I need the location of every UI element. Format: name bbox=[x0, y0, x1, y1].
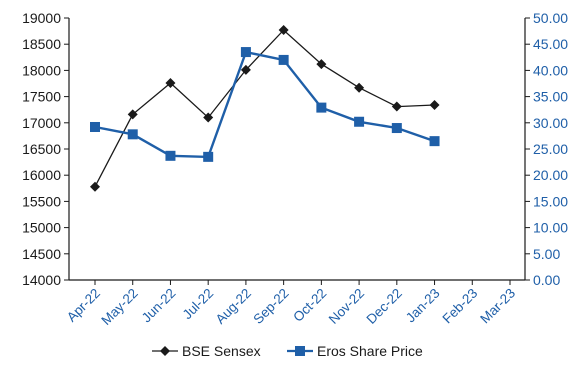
left-tick-label: 17000 bbox=[22, 115, 61, 131]
data-point-square bbox=[278, 54, 289, 65]
legend-label: Eros Share Price bbox=[317, 343, 423, 359]
data-point-square bbox=[165, 150, 176, 161]
x-tick-label: Jul-22 bbox=[180, 286, 217, 323]
data-point-diamond bbox=[354, 82, 365, 93]
legend-marker bbox=[160, 346, 170, 356]
x-tick-label: Apr-22 bbox=[64, 286, 103, 325]
data-point-square bbox=[240, 47, 251, 58]
x-tick-label: Feb-23 bbox=[440, 286, 481, 327]
data-point-diamond bbox=[391, 101, 402, 112]
data-point-diamond bbox=[90, 181, 100, 192]
left-tick-label: 15000 bbox=[22, 220, 61, 236]
right-tick-label: 0.00 bbox=[533, 272, 560, 288]
series-layer bbox=[90, 25, 440, 192]
right-tick-label: 40.00 bbox=[533, 62, 568, 78]
left-tick-label: 15500 bbox=[22, 193, 61, 209]
data-point-square bbox=[354, 116, 365, 127]
right-tick-label: 35.00 bbox=[533, 89, 568, 105]
data-point-square bbox=[429, 136, 440, 147]
data-point-square bbox=[316, 102, 327, 113]
right-tick-label: 50.00 bbox=[533, 10, 568, 26]
data-point-diamond bbox=[429, 99, 440, 110]
right-tick-label: 10.00 bbox=[533, 220, 568, 236]
left-tick-label: 19000 bbox=[22, 10, 61, 26]
right-tick-label: 5.00 bbox=[533, 246, 560, 262]
left-tick-label: 18000 bbox=[22, 62, 61, 78]
data-point-diamond bbox=[127, 109, 138, 120]
left-tick-label: 14500 bbox=[22, 246, 61, 262]
left-tick-label: 17500 bbox=[22, 89, 61, 105]
series-line bbox=[94, 29, 435, 188]
data-point-diamond bbox=[316, 59, 327, 70]
right-axis-ticks: 0.00 5.00 10.00 15.00 20.00 25.00 30.00 35.00 40… bbox=[525, 10, 568, 288]
right-tick-label: 30.00 bbox=[533, 115, 568, 131]
chart-legend: BSE Sensex Eros Share Price bbox=[152, 343, 423, 359]
x-tick-label: Nov-22 bbox=[326, 286, 367, 327]
x-tick-label: Jun-22 bbox=[139, 286, 179, 326]
series-bse-sensex bbox=[90, 25, 440, 192]
x-tick-label: Mar-23 bbox=[477, 286, 518, 327]
left-tick-label: 16000 bbox=[22, 167, 61, 183]
left-axis-ticks: 14000 14500 15000 15500 16000 16500 17000 17500… bbox=[22, 10, 69, 288]
series-eros-share-price bbox=[90, 47, 440, 162]
x-tick-label: Oct-22 bbox=[290, 286, 329, 325]
legend-item-bse-sensex: BSE Sensex bbox=[152, 343, 261, 359]
left-tick-label: 16500 bbox=[22, 141, 61, 157]
data-point-square bbox=[90, 121, 100, 132]
data-point-square bbox=[203, 151, 214, 162]
left-tick-label: 18500 bbox=[22, 36, 61, 52]
legend-marker bbox=[295, 346, 305, 356]
x-tick-label: Aug-22 bbox=[213, 286, 254, 327]
right-tick-label: 25.00 bbox=[533, 141, 568, 157]
x-tick-label: Sep-22 bbox=[250, 286, 291, 327]
legend-label: BSE Sensex bbox=[182, 343, 261, 359]
legend-item-eros-share-price: Eros Share Price bbox=[287, 343, 423, 359]
data-point-square bbox=[391, 123, 402, 134]
x-tick-label: Dec-22 bbox=[364, 286, 405, 327]
right-tick-label: 15.00 bbox=[533, 193, 568, 209]
series-line bbox=[94, 50, 435, 159]
data-point-diamond bbox=[203, 112, 214, 123]
data-point-diamond bbox=[278, 25, 289, 36]
x-tick-label: Jan-23 bbox=[403, 286, 443, 326]
right-tick-label: 20.00 bbox=[533, 167, 568, 183]
data-point-diamond bbox=[240, 64, 251, 75]
data-point-square bbox=[127, 129, 138, 140]
left-tick-label: 14000 bbox=[22, 272, 61, 288]
data-point-diamond bbox=[165, 77, 176, 88]
chart-axes bbox=[68, 18, 526, 281]
x-tick-label: May-22 bbox=[98, 286, 140, 328]
right-tick-label: 45.00 bbox=[533, 36, 568, 52]
